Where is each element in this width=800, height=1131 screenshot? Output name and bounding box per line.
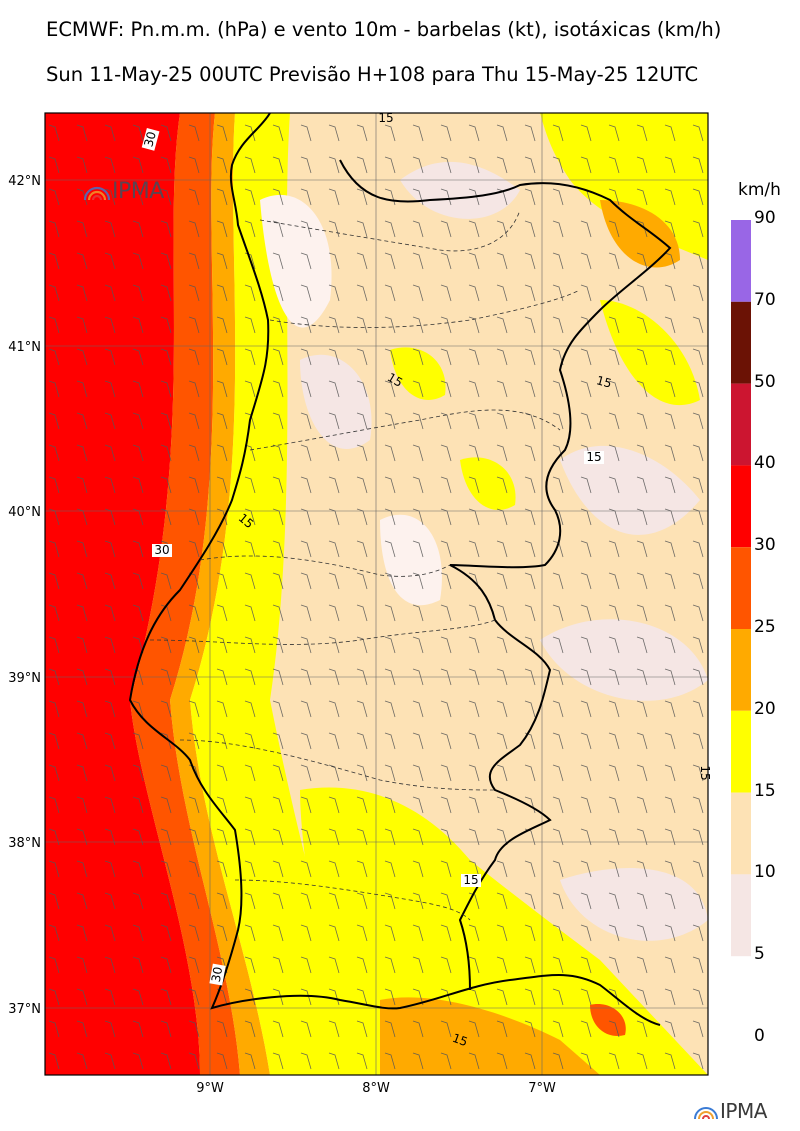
lon-tick: 7°W <box>528 1081 556 1096</box>
colorbar-level: 0 <box>754 1026 765 1046</box>
wind-speed-field <box>45 113 708 1075</box>
ipma-logo-icon <box>83 186 111 201</box>
colorbar-swatch <box>731 547 751 629</box>
map-title: ECMWF: Pn.m.m. (hPa) e vento 10m - barbe… <box>46 18 722 41</box>
country-border <box>128 113 672 1026</box>
colorbar-level: 5 <box>754 944 765 965</box>
footer-logo: IPMA <box>694 1099 767 1123</box>
colorbar-swatch <box>731 301 751 384</box>
map-logo: IPMA <box>82 179 164 204</box>
colorbar-swatch <box>731 710 751 793</box>
lat-tick: 40°N <box>8 505 41 520</box>
colorbar-swatch <box>731 629 751 711</box>
colorbar-level: 50 <box>754 371 776 392</box>
colorbar-unit: km/h <box>738 180 781 200</box>
colorbar-swatch <box>731 220 751 302</box>
contour-label: 30 <box>209 966 225 983</box>
footer-logo-text: IPMA <box>720 1099 767 1123</box>
district-borders <box>149 209 581 921</box>
colorbar-level: 20 <box>754 698 776 719</box>
contour-label: 30 <box>154 543 169 557</box>
contour-label: 15 <box>586 450 601 464</box>
ipma-footer-icon <box>694 1107 718 1120</box>
lat-tick: 42°N <box>8 174 41 189</box>
lon-tick: 9°W <box>196 1081 224 1096</box>
colorbar-level: 25 <box>754 617 776 637</box>
colorbar-swatch <box>731 383 751 466</box>
map-logo-text: IPMA <box>112 179 164 204</box>
colorbar-swatch <box>731 465 751 548</box>
contour-label: 15 <box>385 370 405 390</box>
contour-label: 15 <box>450 1031 469 1049</box>
map-subtitle: Sun 11-May-25 00UTC Previsão H+108 para … <box>46 63 699 86</box>
isotach-labels: 30 30 30 15 15 15 15 15 15 15 15 <box>141 111 712 1049</box>
contour-label: 15 <box>595 373 613 390</box>
colorbar-level: 30 <box>754 535 776 556</box>
lat-tick: 37°N <box>8 1002 41 1017</box>
colorbar <box>731 220 751 957</box>
colorbar-level: 70 <box>754 289 776 310</box>
colorbar-level: 90 <box>754 208 776 228</box>
colorbar-swatch <box>731 792 751 875</box>
colorbar-swatch <box>731 874 751 957</box>
lat-tick: 39°N <box>8 671 41 686</box>
contour-label: 15 <box>378 111 393 125</box>
colorbar-level: 10 <box>754 862 776 883</box>
contour-label: 15 <box>698 765 712 780</box>
map-frame <box>44 112 709 1076</box>
contour-label: 30 <box>141 130 158 148</box>
lon-tick: 8°W <box>362 1081 390 1096</box>
lat-tick: 38°N <box>8 836 41 851</box>
contour-label: 15 <box>463 873 478 887</box>
graticule <box>45 113 708 1075</box>
lat-tick: 41°N <box>8 340 41 355</box>
colorbar-level: 40 <box>754 453 776 474</box>
colorbar-level: 15 <box>754 780 776 801</box>
